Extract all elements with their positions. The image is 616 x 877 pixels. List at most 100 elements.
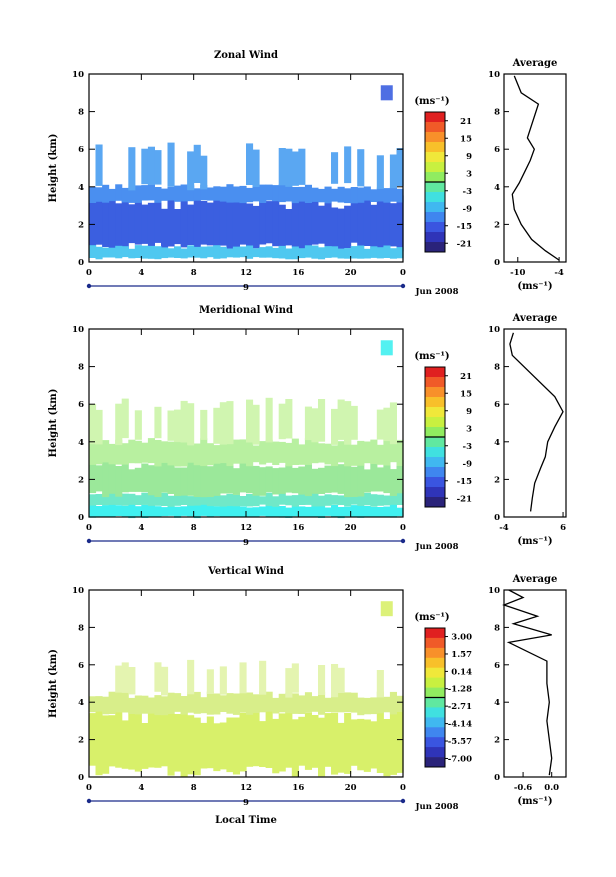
heatmap-cell [350,719,358,766]
x-tick-label: 16 [292,783,304,793]
heatmap-cell [115,184,123,201]
heatmap-cell [350,187,358,204]
heatmap-cell [278,184,286,203]
heatmap-cell [206,443,214,466]
heatmap-cell [383,188,391,203]
heatmap-cell [337,722,345,773]
heatmap-cell [337,248,345,259]
x-tick-label: 0 [86,268,92,278]
x-tick-label: 4 [138,523,144,533]
heatmap-cell [272,697,280,714]
heatmap-cell [298,466,306,495]
y-tick-label: 8 [78,108,84,118]
heatmap-cell [108,195,116,251]
heatmap-cell [161,247,169,259]
heatmap-cell [187,496,195,506]
colorbar-swatch [425,677,445,688]
heatmap-cell [389,440,397,463]
heatmap-cell [115,493,123,505]
heatmap-cell [259,660,267,695]
colorbar-swatch [425,457,445,468]
heatmap-cell [337,507,345,519]
heatmap-cell [389,203,397,247]
heatmap-cell [206,691,214,715]
colorbar-unit: (ms⁻¹) [414,351,449,362]
heatmap-cell [180,495,188,505]
heatmap-cell [252,495,260,507]
heatmap-cell [370,460,378,492]
heatmap-cell [206,202,214,246]
heatmap-cell [193,493,201,506]
heatmap-cell [278,148,286,186]
heatmap-cell [389,402,397,445]
average-profile-line [502,589,553,776]
colorbar-label: -21 [457,494,472,504]
average-y-tick-label: 4 [494,438,500,448]
heatmap-cell [278,441,286,463]
average-y-tick-label: 4 [494,698,500,708]
heatmap-cell [246,203,254,247]
panel-title: Zonal Wind [214,50,278,61]
colorbar-swatch [425,222,445,233]
heatmap-cell [167,195,175,247]
heatmap-cell [298,200,306,250]
date-axis-end [86,283,92,289]
heatmap-cell [174,440,182,467]
heatmap-cell [344,713,352,774]
heatmap-cell [350,202,358,243]
heatmap-cell [246,441,254,467]
heatmap-cell [357,493,365,506]
x-tick-label: 8 [191,268,197,278]
y-tick-label: 4 [78,438,84,448]
heatmap-cell [121,493,129,506]
heatmap-cell [291,693,299,714]
heatmap-cell [363,186,371,201]
heatmap-cell [318,205,326,244]
heatmap-cell [239,462,247,493]
heatmap-cell [147,465,155,496]
heatmap-cell [396,195,404,252]
heatmap-cell [167,248,175,258]
average-y-tick-label: 2 [494,736,500,746]
heatmap-cell [265,705,273,768]
heatmap-cell [102,440,110,463]
date-label: Jun 2008 [415,802,459,812]
heatmap-cell [115,692,123,713]
heatmap-cell [115,466,123,497]
heatmap-cell [89,440,97,465]
heatmap-cell [272,247,280,259]
colorbar-label: -21 [457,239,472,249]
heatmap-cell [167,504,175,516]
heatmap-cell [167,410,175,441]
heatmap-cell [304,460,312,497]
heatmap-cell [331,408,339,445]
colorbar-label: -1.28 [448,685,472,695]
heatmap-cell [95,246,103,260]
heatmap-cell [128,703,136,770]
heatmap-cell [128,248,136,259]
heatmap-cell [226,493,234,507]
heatmap-cell [206,669,214,694]
heatmap-cell [154,440,162,467]
heatmap-cell [311,187,319,202]
heatmap-cell [226,438,234,467]
heatmap-cell [383,495,391,506]
heatmap-cell [193,246,201,258]
heatmap-cell [291,663,299,693]
x-tick-label: 20 [345,268,357,278]
heatmap-cell [102,505,110,518]
heatmap-cell [265,466,273,493]
colorbar-label: 15 [460,389,472,399]
colorbar-swatch [425,437,445,448]
heatmap-cell [285,148,293,187]
heatmap-cell [298,695,306,714]
heatmap-cell [344,248,352,259]
heatmap-cell [304,245,312,258]
heatmap-cell [174,467,182,496]
average-y-tick-label: 10 [488,70,500,80]
heatmap-cell [147,504,155,518]
heatmap-cell [121,505,129,517]
x-tick-label: 4 [138,783,144,793]
heatmap-cell [396,507,404,517]
colorbar-unit: (ms⁻¹) [414,612,449,623]
